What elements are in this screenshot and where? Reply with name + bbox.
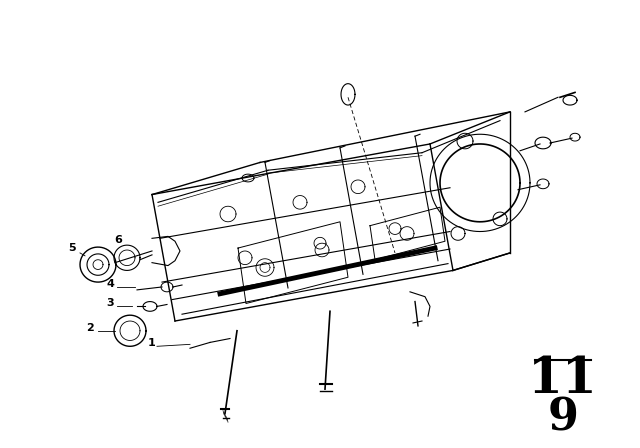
- Text: 1: 1: [147, 338, 155, 348]
- Text: 11: 11: [528, 355, 598, 404]
- Text: 4: 4: [106, 279, 114, 289]
- Text: 2: 2: [86, 323, 94, 333]
- Text: 6: 6: [114, 235, 122, 245]
- Text: 3: 3: [106, 298, 114, 308]
- Text: 9: 9: [548, 397, 579, 440]
- Text: 5: 5: [68, 243, 76, 253]
